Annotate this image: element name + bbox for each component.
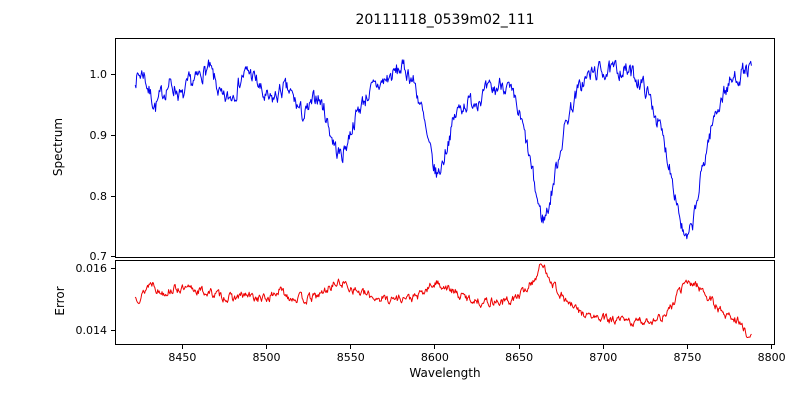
x-tick-mark (181, 345, 183, 349)
y-tick-mark (111, 135, 115, 137)
y-tick-label: 0.9 (89, 129, 108, 143)
y-tick-mark (111, 195, 115, 197)
y-tick-mark (111, 329, 115, 331)
x-tick-mark (518, 345, 520, 349)
error-panel (115, 260, 775, 345)
spectrum-y-axis-label: Spectrum (51, 117, 65, 177)
x-tick-label: 8600 (420, 351, 449, 364)
x-tick-mark (434, 345, 436, 349)
y-tick-label: 0.8 (89, 189, 108, 203)
y-tick-mark (111, 256, 115, 258)
x-tick-label: 8750 (673, 351, 702, 364)
x-tick-label: 8700 (589, 351, 618, 364)
x-axis-label: Wavelength (409, 366, 481, 380)
x-tick-mark (602, 345, 604, 349)
y-tick-label: 0.7 (89, 250, 108, 264)
y-tick-label: 1.0 (89, 68, 108, 82)
x-tick-label: 8550 (336, 351, 365, 364)
y-tick-label: 0.016 (75, 261, 108, 275)
error-line-canvas (116, 261, 774, 344)
x-tick-label: 8500 (252, 351, 281, 364)
y-tick-mark (111, 267, 115, 269)
x-tick-mark (686, 345, 688, 349)
x-tick-mark (266, 345, 268, 349)
y-tick-label: 0.014 (75, 323, 108, 337)
x-tick-mark (771, 345, 773, 349)
x-tick-label: 8450 (168, 351, 197, 364)
spectrum-line-canvas (116, 39, 774, 257)
y-tick-mark (111, 74, 115, 76)
x-tick-mark (350, 345, 352, 349)
x-tick-label: 8800 (757, 351, 786, 364)
plot-title: 20111118_0539m02_111 (355, 12, 535, 28)
x-tick-label: 8650 (505, 351, 534, 364)
spectrum-panel (115, 38, 775, 258)
